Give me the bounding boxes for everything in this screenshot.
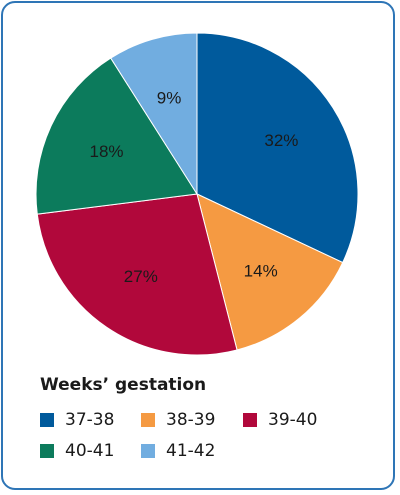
pie-slices: [35, 32, 359, 356]
pie-slice-label-40-41: 18%: [89, 142, 123, 161]
pie-slice-38-39: [196, 193, 344, 351]
legend-swatch-41-42: [141, 444, 155, 458]
legend-label-41-42: 41-42: [166, 441, 216, 461]
pie-slice-39-40: [36, 193, 238, 356]
legend-label-40-41: 40-41: [65, 441, 115, 461]
legend-label-38-39: 38-39: [166, 410, 216, 430]
legend-item-40-41: 40-41: [40, 440, 114, 462]
legend-item-37-38: 37-38: [40, 409, 114, 431]
pie-slice-label-41-42: 9%: [157, 89, 182, 108]
legend-swatch-37-38: [40, 413, 54, 427]
pie-slice-37-38: [196, 32, 359, 264]
legend-item-39-40: 39-40: [243, 409, 317, 431]
pie-slice-labels: 32% 14% 27% 18% 9%: [89, 89, 298, 287]
pie-slice-label-39-40: 27%: [124, 267, 158, 286]
legend-swatch-39-40: [243, 413, 257, 427]
pie-slice-label-38-39: 14%: [244, 262, 278, 281]
legend-item-38-39: 38-39: [141, 409, 215, 431]
legend-title: Weeks’ gestation: [40, 375, 207, 395]
legend-swatch-40-41: [40, 444, 54, 458]
pie-slice-40-41: [35, 57, 198, 215]
pie-slice-label-37-38: 32%: [264, 131, 298, 150]
legend-item-41-42: 41-42: [141, 440, 215, 462]
legend-swatch-38-39: [141, 413, 155, 427]
pie-slice-41-42: [110, 32, 198, 196]
legend-label-39-40: 39-40: [268, 410, 318, 430]
legend-label-37-38: 37-38: [65, 410, 115, 430]
